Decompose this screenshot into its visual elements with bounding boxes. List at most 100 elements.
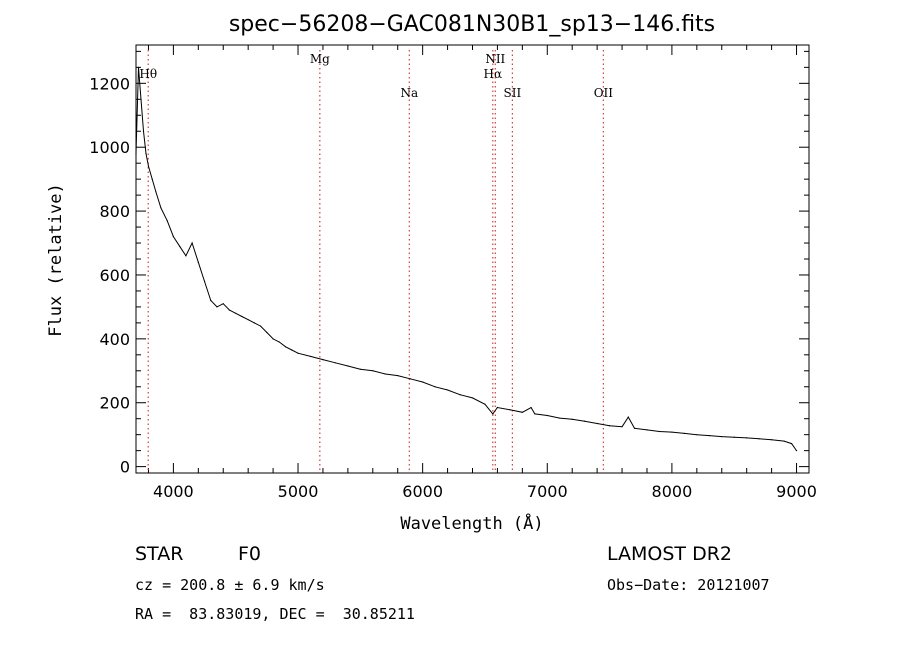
- spectrum-point: [291, 349, 293, 351]
- spectral-line-label: NII: [485, 52, 505, 66]
- spectrum-point: [509, 409, 511, 411]
- spectrum-point: [596, 422, 598, 425]
- redshift-readout: cz = 200.8 ± 6.9 km/s: [135, 576, 325, 594]
- spectrum-point: [646, 429, 648, 431]
- spectral-line-label: SII: [504, 86, 522, 100]
- spectrum-point: [384, 373, 386, 375]
- spectrum-point: [584, 420, 586, 422]
- x-tick-label: 7000: [527, 482, 568, 501]
- y-tick-label: 0: [120, 458, 130, 477]
- spectrum-point: [309, 355, 312, 358]
- spectrum-point: [608, 425, 611, 427]
- spectrum-point: [266, 331, 268, 334]
- spectrum-point: [203, 280, 206, 282]
- spectrum-point: [671, 431, 673, 433]
- x-tick-label: 5000: [278, 482, 319, 501]
- spectrum-point: [571, 418, 573, 420]
- spectrum-point: [216, 306, 218, 308]
- x-axis-title: Wavelength (Å): [400, 512, 543, 534]
- spectrum-point: [492, 413, 494, 415]
- spectrum-point: [166, 220, 168, 222]
- spectrum-point: [235, 312, 237, 314]
- object-class: STAR: [135, 543, 184, 565]
- spectrum-point: [783, 440, 785, 442]
- spectrum-point: [658, 430, 661, 433]
- plot-frame: [135, 44, 810, 474]
- x-tick-label: 9000: [776, 482, 817, 501]
- spectrum-point: [471, 397, 474, 399]
- spectrum-point: [160, 207, 162, 209]
- spectrum-point: [496, 406, 499, 409]
- spectrum-point: [446, 389, 449, 391]
- spectrum-point: [434, 386, 436, 388]
- spectrum-point: [397, 374, 399, 377]
- spectrum-line: [135, 67, 797, 451]
- spectrum-point: [253, 322, 255, 324]
- spectrum-point: [758, 438, 760, 440]
- spectrum-point: [260, 325, 262, 327]
- chart-title: spec−56208−GAC081N30B1_sp13−146.fits: [229, 12, 715, 37]
- spectrum-point: [708, 435, 710, 437]
- spectrum-point: [222, 303, 224, 305]
- spectrum-point: [142, 130, 145, 132]
- spectrum-point: [228, 309, 231, 311]
- spectrum-point: [347, 365, 349, 367]
- spectrum-point: [179, 245, 181, 247]
- spectrum-point: [145, 152, 147, 155]
- x-tick-label: 4000: [153, 482, 194, 501]
- spectrum-point: [372, 370, 374, 372]
- spectrum-point: [721, 435, 723, 438]
- spectrum-point: [546, 414, 548, 417]
- object-subclass: F0: [238, 543, 262, 565]
- spectrum-point: [422, 381, 424, 383]
- spectrum-point: [683, 432, 685, 434]
- spectrum-point: [135, 152, 137, 155]
- spectrum-point: [795, 450, 798, 452]
- spectrum-point: [627, 416, 629, 418]
- spectrum-point: [733, 436, 735, 438]
- spectral-line-label: OII: [594, 86, 614, 100]
- spectrum-point: [247, 319, 249, 321]
- spectrum-point: [534, 413, 536, 415]
- spectrum-point: [147, 165, 150, 167]
- spectrum-point: [334, 362, 337, 364]
- obs-date: Obs−Date: 20121007: [607, 576, 770, 594]
- spectrum-point: [297, 352, 299, 354]
- spectrum-point: [621, 426, 623, 428]
- spectrum-point: [322, 359, 324, 361]
- x-tick-label: 6000: [402, 482, 443, 501]
- spectrum-point: [790, 443, 793, 445]
- spectrum-point: [241, 315, 243, 318]
- spectrum-point: [696, 434, 698, 436]
- spectrum-point: [484, 403, 486, 405]
- spectral-line-label: Na: [400, 86, 418, 100]
- spectrum-point: [746, 437, 748, 439]
- survey-label: LAMOST DR2: [607, 543, 732, 565]
- spectral-line-label: Hα: [484, 67, 503, 81]
- coordinates: RA = 83.83019, DEC = 30.85211: [135, 605, 415, 623]
- spectrum-point: [633, 427, 636, 429]
- spectrum-point: [151, 178, 153, 180]
- spectrum-point: [197, 261, 199, 263]
- spectrum-point: [155, 191, 157, 193]
- y-tick-label: 800: [99, 202, 130, 221]
- spectrum-point: [559, 417, 561, 419]
- spectrum-point: [521, 411, 523, 413]
- y-tick-label: 1200: [89, 74, 130, 93]
- x-tick-label: 8000: [652, 482, 693, 501]
- spectrum-point: [185, 255, 187, 257]
- spectrum-point: [137, 66, 140, 68]
- plot-area: 4000 5000 6000 7000 8000 9000 0 200 400 600 800 100…: [89, 44, 817, 501]
- spectrum-point: [191, 242, 193, 244]
- spectrum-point: [210, 299, 212, 302]
- y-tick-label: 400: [99, 330, 130, 349]
- spectrum-point: [272, 338, 274, 340]
- y-tick-label: 600: [99, 266, 130, 285]
- y-axis-title: Flux (relative): [46, 183, 66, 337]
- spectral-line-label: Mg: [310, 52, 330, 66]
- spectrum-point: [172, 236, 174, 238]
- spectrum-point: [459, 394, 461, 396]
- y-tick-label: 200: [99, 394, 130, 413]
- spectrum-point: [771, 439, 773, 441]
